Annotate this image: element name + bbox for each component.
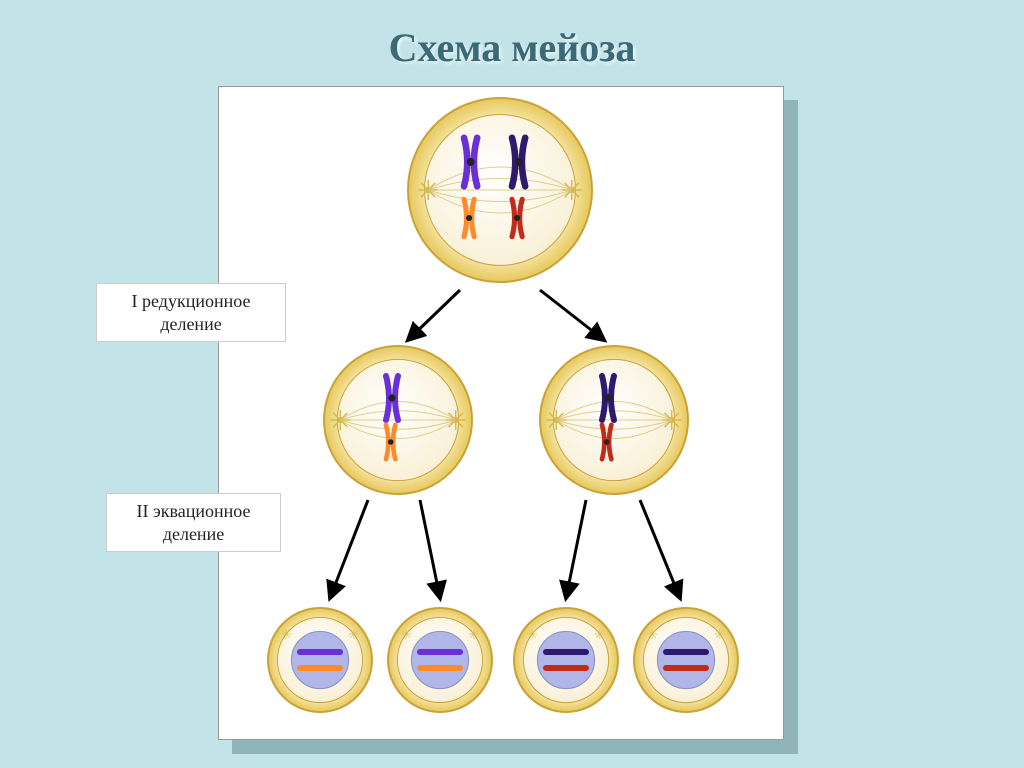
- diagram-svg: [0, 0, 1024, 768]
- cell-d2: [388, 608, 492, 712]
- arrow-2: [330, 500, 368, 598]
- arrow-1: [540, 290, 604, 340]
- arrow-0: [408, 290, 460, 340]
- cell-d1: [268, 608, 372, 712]
- cell-m1_right: [540, 346, 688, 494]
- cell-d3: [514, 608, 618, 712]
- cell-parent: [408, 98, 592, 282]
- arrow-4: [566, 500, 586, 598]
- cell-d4: [634, 608, 738, 712]
- arrow-3: [420, 500, 440, 598]
- arrow-5: [640, 500, 680, 598]
- cell-m1_left: [324, 346, 472, 494]
